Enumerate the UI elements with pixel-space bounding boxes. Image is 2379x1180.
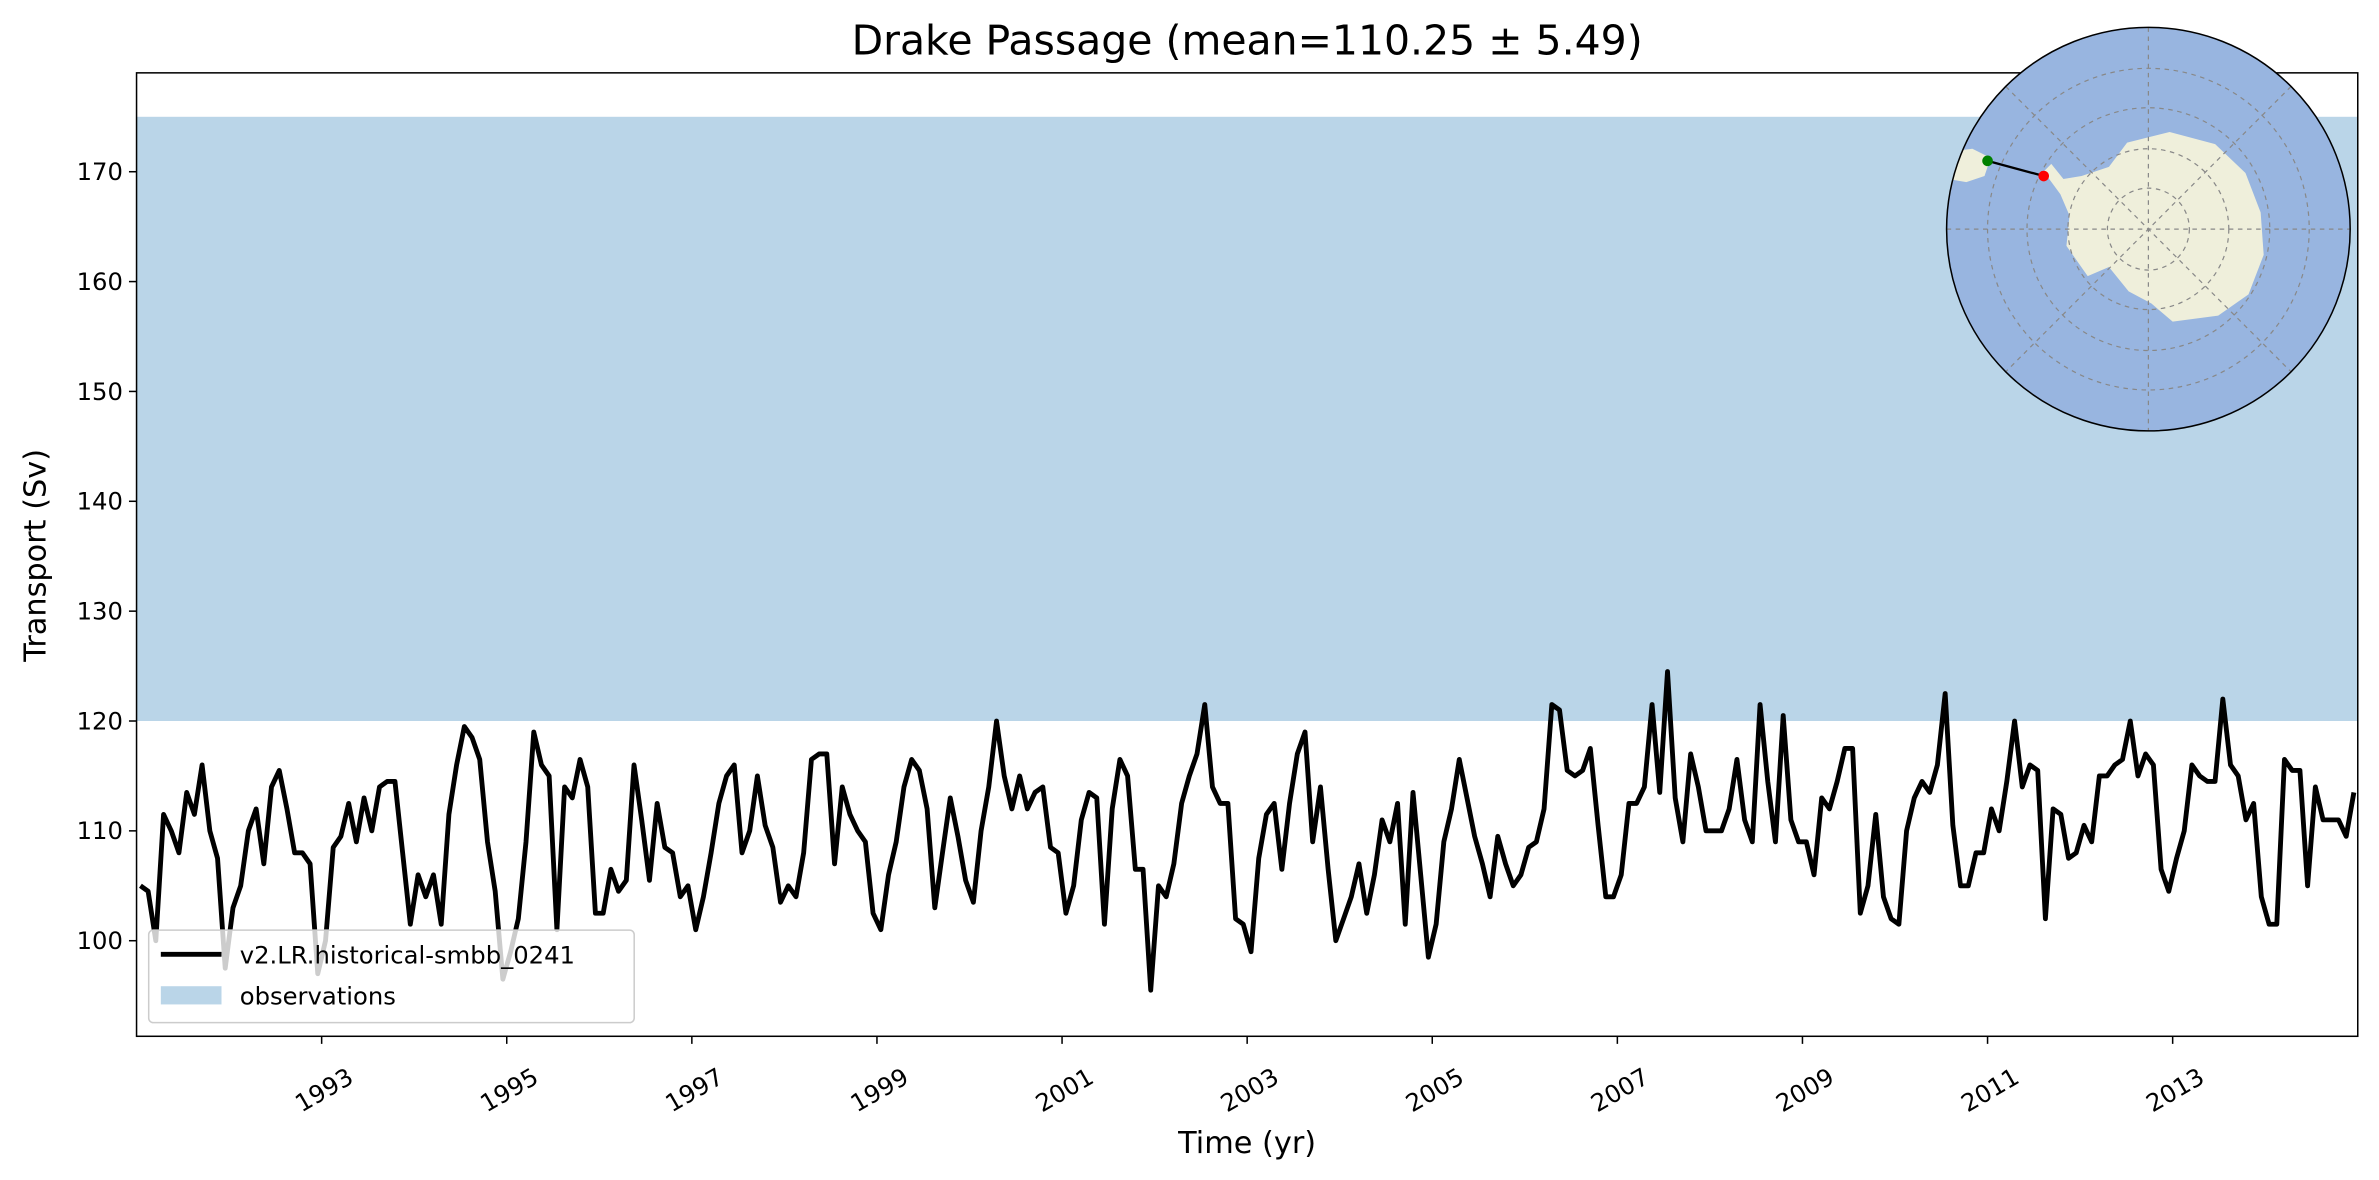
map-graticule xyxy=(1946,27,2351,431)
section-line xyxy=(1987,159,2044,178)
x-tick-label: 2005 xyxy=(1401,1062,1469,1118)
x-tick-label: 2003 xyxy=(1216,1062,1284,1118)
globe-outline xyxy=(1945,26,2351,432)
x-tick-label: 2009 xyxy=(1771,1062,1839,1118)
legend-box xyxy=(147,929,635,1024)
x-tick-label: 2007 xyxy=(1586,1062,1654,1118)
y-tick-label: 140 xyxy=(77,487,123,516)
inset-map xyxy=(1945,26,2351,432)
y-tick-label: 120 xyxy=(77,706,123,735)
section-end xyxy=(2038,170,2050,182)
x-tick-label: 2001 xyxy=(1030,1062,1098,1118)
x-tick-label: 1993 xyxy=(290,1062,358,1118)
legend-label: v2.LR.historical-smbb_0241 xyxy=(240,940,575,969)
x-axis-label: Time (yr) xyxy=(1177,1126,1316,1161)
y-tick-label: 130 xyxy=(77,596,123,625)
legend-label: observations xyxy=(240,981,396,1010)
x-tick-label: 1995 xyxy=(475,1062,543,1118)
y-tick-label: 100 xyxy=(77,926,123,955)
map-land xyxy=(1946,27,2351,431)
legend-patch xyxy=(160,986,222,1005)
x-tick-label: 1999 xyxy=(845,1062,913,1118)
x-tick-label: 2013 xyxy=(2141,1062,2209,1118)
y-tick-label: 150 xyxy=(77,377,123,406)
x-tick-label: 2011 xyxy=(1956,1062,2024,1118)
plot-frame xyxy=(135,72,2359,1038)
y-tick-label: 110 xyxy=(77,816,123,845)
x-tick-label: 1997 xyxy=(660,1062,728,1118)
y-tick-label: 160 xyxy=(77,267,123,296)
y-axis-label: Transport (Sv) xyxy=(19,449,54,663)
chart-title: Drake Passage (mean=110.25 ± 5.49) xyxy=(852,17,1643,65)
y-tick-label: 170 xyxy=(77,157,123,186)
section-start xyxy=(1982,155,1993,167)
